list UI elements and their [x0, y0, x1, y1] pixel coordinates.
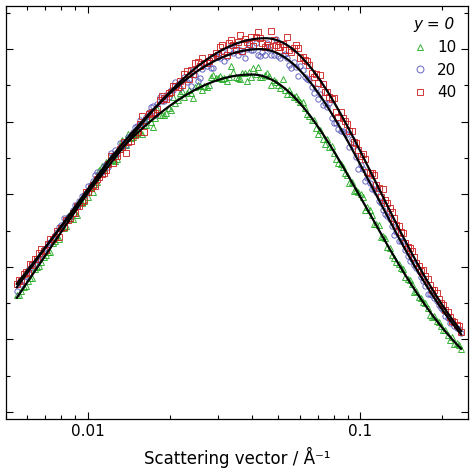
40	[458, 329, 464, 335]
Line: 20: 20	[14, 36, 464, 336]
20	[32, 261, 37, 266]
20	[132, 125, 138, 130]
20	[41, 246, 46, 252]
40	[41, 249, 46, 255]
10	[41, 254, 46, 260]
X-axis label: Scattering vector / Å⁻¹: Scattering vector / Å⁻¹	[144, 447, 330, 468]
40	[32, 256, 37, 262]
20	[273, 36, 279, 42]
10	[97, 168, 102, 173]
10	[438, 323, 444, 328]
Legend: 10, 20, 40: 10, 20, 40	[411, 18, 456, 100]
40	[132, 132, 138, 137]
20	[97, 172, 102, 177]
40	[97, 173, 102, 179]
10	[228, 64, 234, 69]
40	[438, 301, 444, 306]
40	[14, 281, 20, 287]
20	[14, 288, 20, 293]
40	[422, 273, 428, 279]
10	[458, 346, 464, 351]
20	[458, 330, 464, 336]
10	[132, 131, 138, 137]
10	[32, 266, 37, 272]
20	[422, 283, 428, 289]
10	[14, 292, 20, 298]
10	[422, 301, 428, 306]
Line: 10: 10	[14, 64, 464, 351]
40	[268, 28, 274, 34]
Line: 40: 40	[14, 28, 464, 334]
20	[438, 305, 444, 310]
